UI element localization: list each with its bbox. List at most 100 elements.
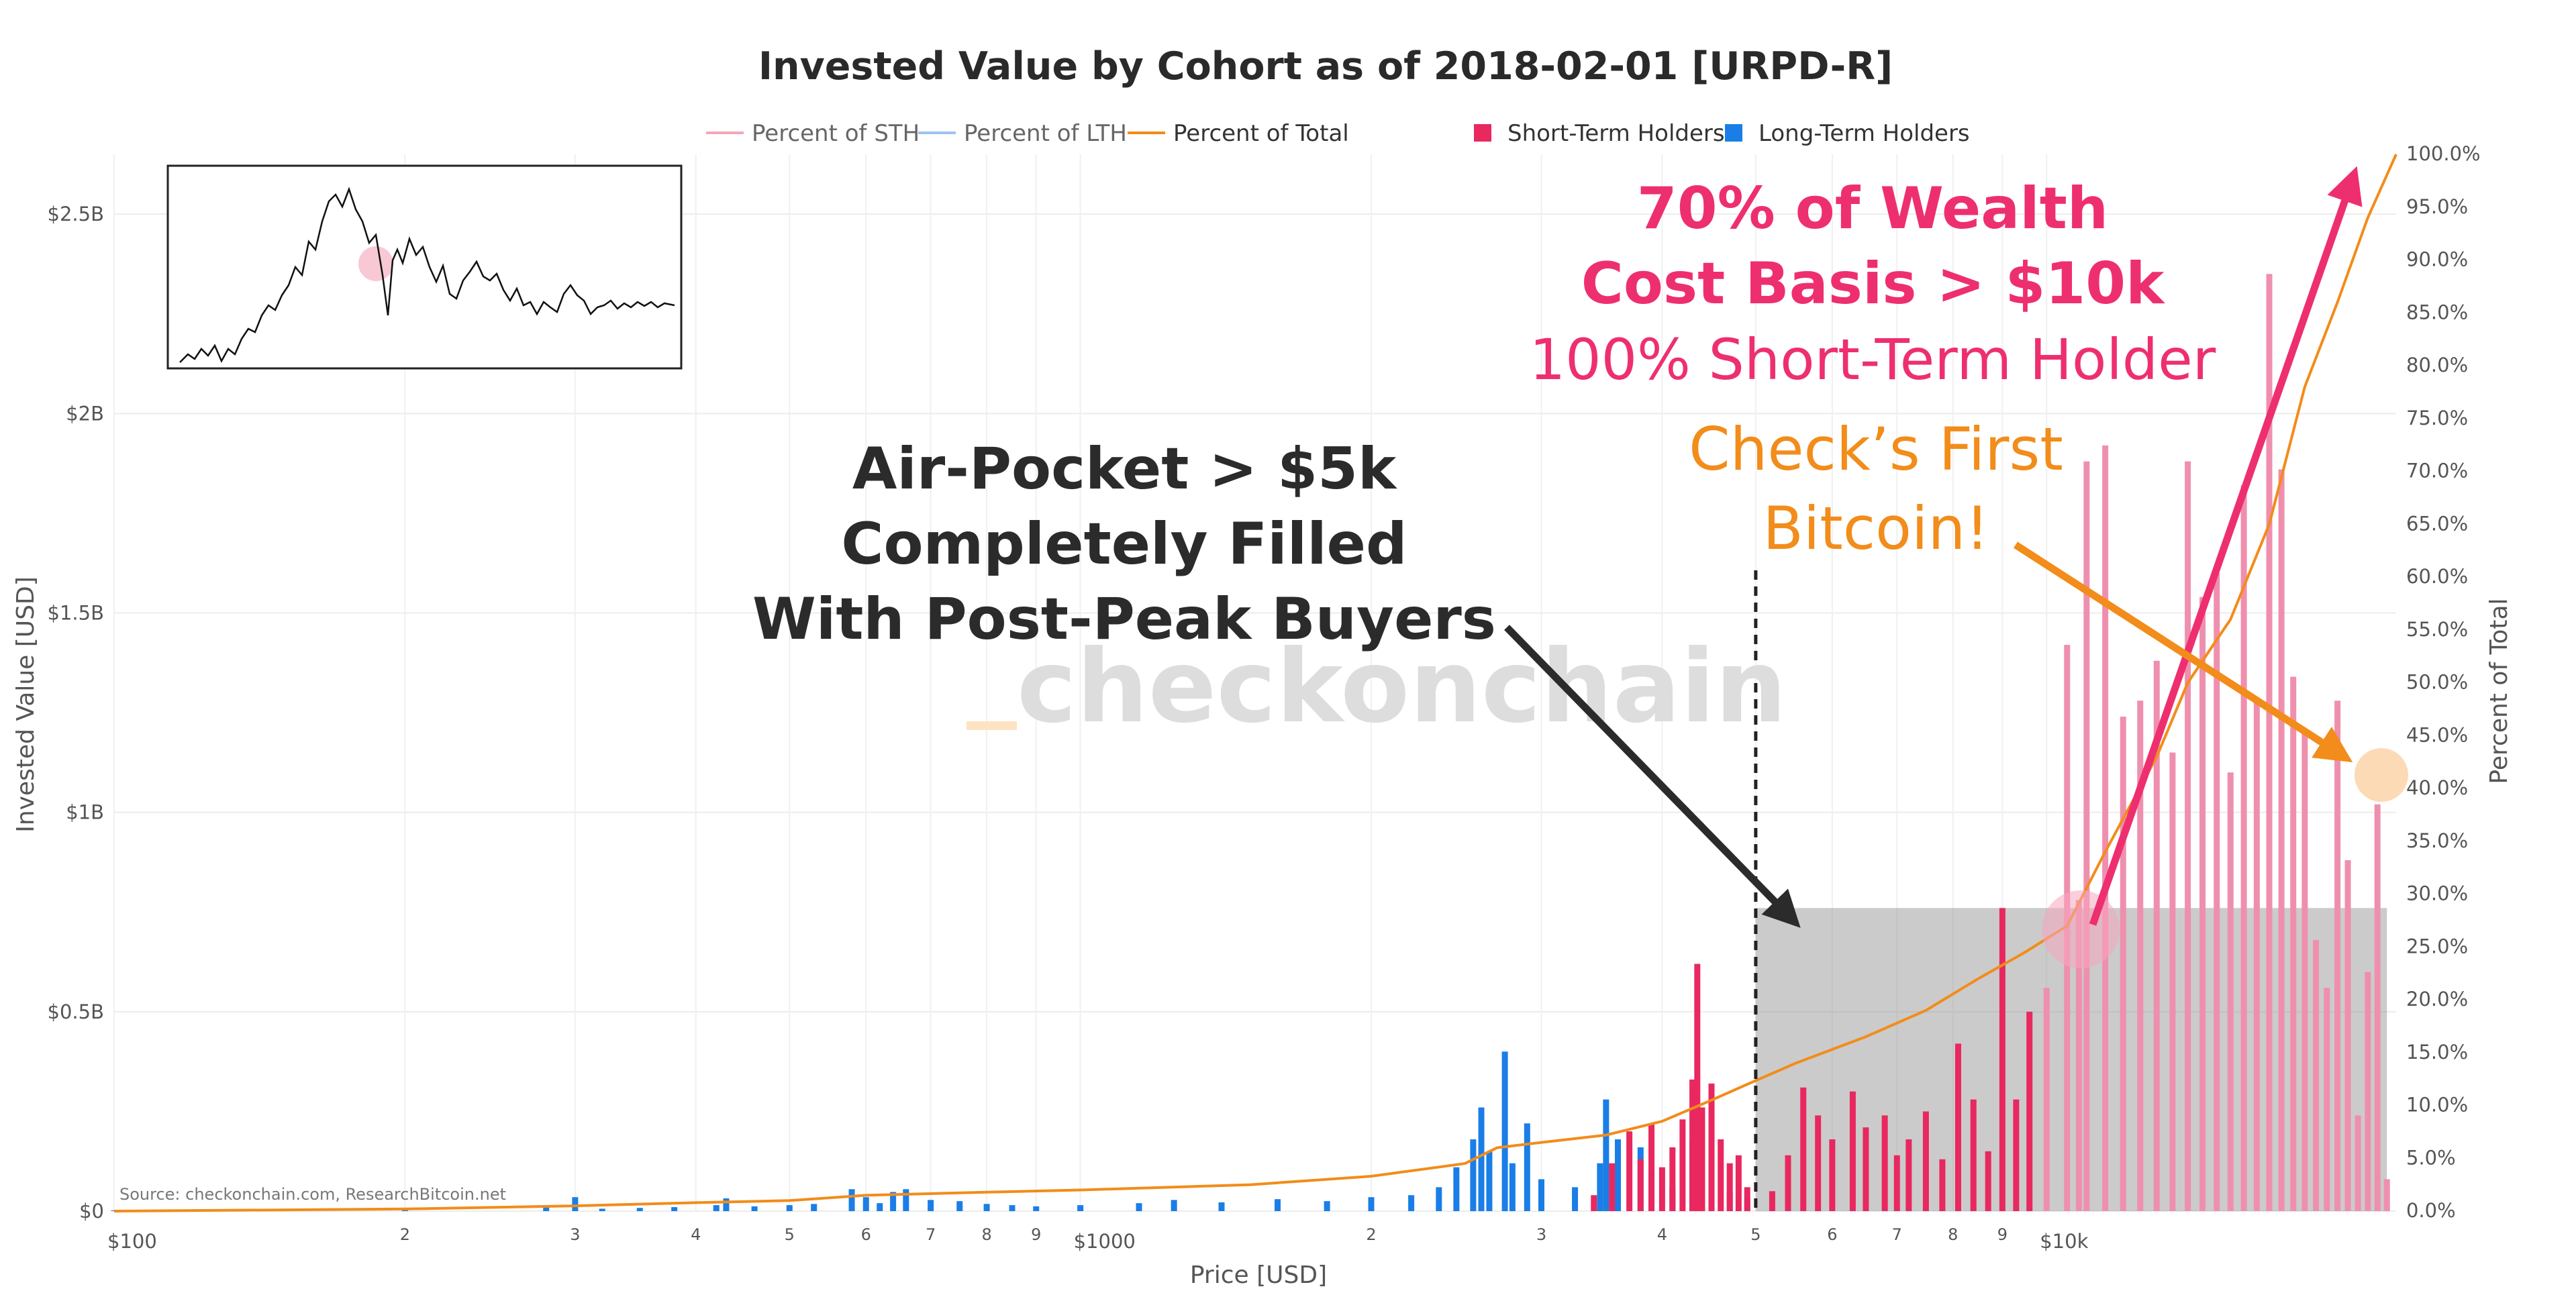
- legend-item-lth-percent[interactable]: Percent of LTH: [918, 120, 1127, 147]
- y2-tick-label: 50.0%: [2406, 671, 2468, 694]
- sth-bar: [1893, 1155, 1900, 1211]
- lth-bar: [599, 1208, 605, 1211]
- percent-total-polyline: [113, 154, 2397, 1212]
- legend-label: Percent of STH: [752, 120, 920, 147]
- y2-tick-label: 65.0%: [2406, 512, 2468, 535]
- first-bitcoin-annotation: Check’s First Bitcoin!: [1689, 415, 2063, 563]
- sth-bar: [1881, 1115, 1888, 1211]
- y-tick-label: $2B: [66, 402, 104, 425]
- y2-tick-label: 15.0%: [2406, 1041, 2468, 1064]
- sth-bar: [2240, 485, 2247, 1211]
- sth-bar: [2075, 900, 2082, 1211]
- lth-bar: [1408, 1195, 1415, 1211]
- x-tick-label: $10k: [2040, 1230, 2088, 1253]
- sth-bar: [1658, 1167, 1665, 1211]
- lth-bar: [1033, 1206, 1040, 1211]
- lth-bar: [723, 1198, 730, 1211]
- sth-bar: [2185, 461, 2191, 1211]
- y2-tick-label: 40.0%: [2406, 776, 2468, 799]
- sth-bar: [2102, 445, 2109, 1211]
- sth-bar: [2137, 701, 2144, 1211]
- legend-label: Percent of LTH: [964, 120, 1127, 147]
- first-bitcoin-arrow: [2014, 541, 2353, 762]
- x-tick-label: 4: [1657, 1225, 1667, 1244]
- y2-tick-label: 20.0%: [2406, 988, 2468, 1011]
- sth-bar: [1785, 1155, 1791, 1211]
- y2-tick-label: 75.0%: [2406, 407, 2468, 429]
- sth-bar: [2290, 676, 2297, 1211]
- legend-item-sth-percent[interactable]: Percent of STH: [706, 120, 920, 147]
- lth-bar: [543, 1206, 550, 1211]
- x-tick-label: 8: [981, 1225, 991, 1244]
- sth-bar: [1669, 1147, 1676, 1211]
- lth-bar: [1597, 1163, 1603, 1211]
- lth-bar: [1274, 1199, 1281, 1211]
- sth-bar: [2083, 461, 2090, 1211]
- sth-bar: [1905, 1139, 1912, 1211]
- lth-bar: [983, 1204, 990, 1211]
- y-tick-label: $0.5B: [48, 1000, 104, 1023]
- x-tick-label: 2: [400, 1225, 410, 1244]
- x-tick-label: 3: [570, 1225, 580, 1244]
- lth-bar: [956, 1201, 963, 1211]
- sth-bar: [2313, 939, 2320, 1211]
- sth-bar: [1726, 1163, 1733, 1211]
- y2-tick-label: 45.0%: [2406, 723, 2468, 746]
- x-tick-label: 5: [785, 1225, 795, 1244]
- percent-total-line: [113, 154, 2397, 1212]
- sth-bar: [2365, 972, 2371, 1211]
- sth-bar: [2153, 660, 2160, 1211]
- x-tick-label: 6: [861, 1225, 871, 1244]
- legend-item-total-percent[interactable]: Percent of Total: [1128, 120, 1349, 147]
- y2-tick-label: 55.0%: [2406, 618, 2468, 641]
- lth-bar: [1171, 1200, 1177, 1211]
- lth-bar: [811, 1204, 818, 1211]
- sth-bar: [2334, 701, 2341, 1211]
- legend-label: Long-Term Holders: [1758, 120, 1970, 147]
- x-tick-label: 8: [1948, 1225, 1958, 1244]
- sth-bar: [2324, 988, 2330, 1211]
- sth-bar: [1648, 1123, 1655, 1211]
- legend-label: Percent of Total: [1173, 120, 1349, 147]
- x-tick-label: $1000: [1074, 1230, 1136, 1253]
- sth-bar: [2026, 1011, 2033, 1211]
- legend-item-lth-bars[interactable]: Long-Term Holders: [1725, 120, 1970, 147]
- x-tick-label: 4: [691, 1225, 701, 1244]
- y2-tick-label: 25.0%: [2406, 935, 2468, 957]
- lth-bar: [751, 1206, 758, 1211]
- sth-bar: [1815, 1115, 1822, 1211]
- first-bitcoin-line-1: Check’s First: [1689, 415, 2063, 484]
- sth-bar: [2344, 860, 2351, 1211]
- sth-bar: [1735, 1155, 1742, 1211]
- sth-bar: [1609, 1163, 1616, 1211]
- lth-bar: [1453, 1167, 1460, 1211]
- sth-line: 100% Short-Term Holder: [1530, 327, 2216, 393]
- inset-frame: [166, 164, 683, 370]
- legend-item-sth-bars[interactable]: Short-Term Holders: [1474, 120, 1725, 147]
- sth-bar: [1591, 1195, 1597, 1211]
- wealth-arrow: [2089, 166, 2363, 926]
- air-pocket-annotation: Air-Pocket > $5k Completely Filled With …: [752, 435, 1496, 653]
- sth-bar: [1637, 1159, 1644, 1211]
- x-tick-label: 3: [1536, 1225, 1546, 1244]
- sth-bar: [2253, 701, 2260, 1211]
- sth-bar: [2169, 752, 2176, 1211]
- lth-bar: [1501, 1051, 1508, 1211]
- legend-label: Short-Term Holders: [1507, 120, 1725, 147]
- y2-tick-label: 95.0%: [2406, 195, 2468, 218]
- y2-tick-label: 100.0%: [2406, 142, 2481, 165]
- sth-bar: [2266, 274, 2273, 1211]
- x-tick-label: 6: [1827, 1225, 1837, 1244]
- y2-axis-title: Percent of Total: [2485, 598, 2513, 784]
- lth-bar: [1436, 1187, 1442, 1211]
- y2-tick-label: 60.0%: [2406, 565, 2468, 588]
- lth-bar: [903, 1189, 909, 1211]
- x-tick-label: 7: [926, 1225, 936, 1244]
- y2-tick-label: 5.0%: [2406, 1146, 2456, 1169]
- x-tick-label: 5: [1750, 1225, 1761, 1244]
- y-axis-ticks: $0 $0.5B $1B $1.5B $2B $2.5B: [48, 203, 104, 1223]
- x-axis-title: Price [USD]: [1190, 1261, 1327, 1289]
- first-bitcoin-highlight-marker: [2355, 748, 2408, 802]
- watermark: checkonchain: [967, 629, 1787, 745]
- sth-bar: [2120, 717, 2126, 1211]
